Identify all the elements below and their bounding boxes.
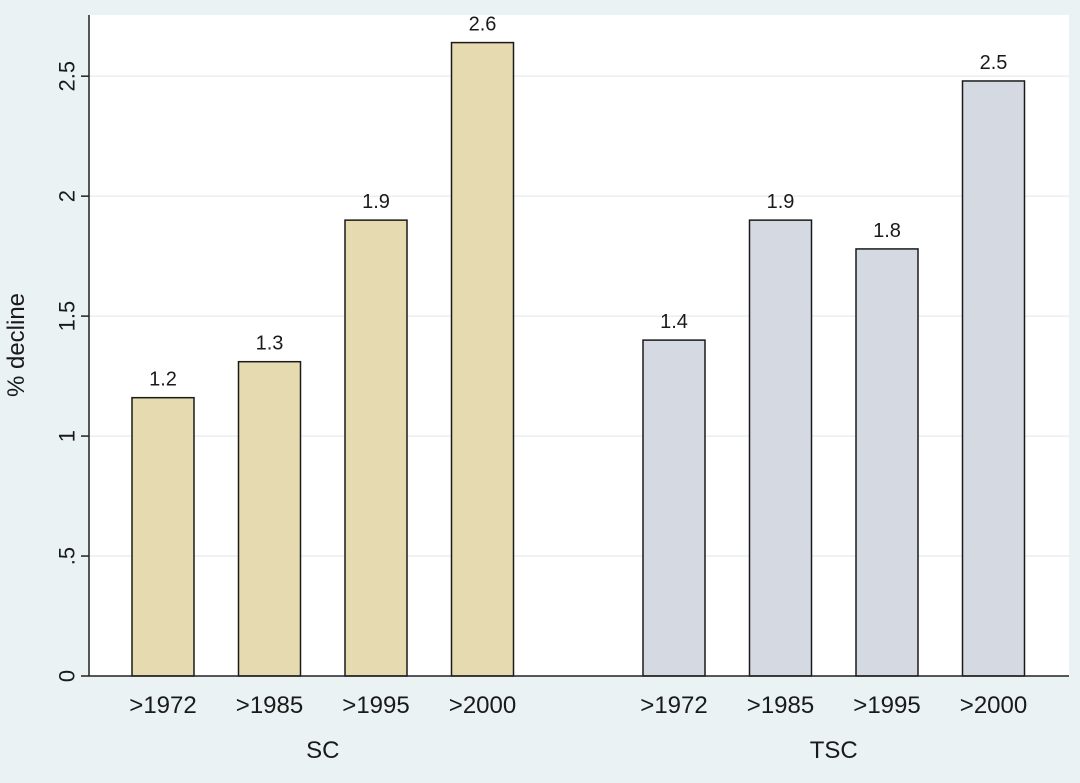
bar <box>961 80 1026 677</box>
data-label: 2.5 <box>980 52 1008 74</box>
category-label: >1972 <box>640 692 707 719</box>
y-tick-label: 1 <box>55 430 80 442</box>
y-tick-label: .5 <box>55 547 80 565</box>
y-tick-label: 0 <box>55 670 80 682</box>
category-label: >1985 <box>236 692 303 719</box>
bar <box>855 248 919 677</box>
bar <box>131 396 195 677</box>
data-label: 1.9 <box>362 191 390 213</box>
data-label: 1.3 <box>256 333 284 355</box>
y-tick-label: 2.5 <box>55 61 80 92</box>
data-label: 1.2 <box>149 369 177 391</box>
category-label: >2000 <box>449 692 516 719</box>
bar <box>748 219 813 677</box>
data-label: 1.4 <box>660 311 688 333</box>
plot-area <box>89 15 1069 676</box>
data-label: 1.9 <box>767 191 795 213</box>
bar <box>237 360 302 677</box>
category-label: >1995 <box>853 692 920 719</box>
data-label: 2.6 <box>469 14 497 36</box>
bar <box>450 41 515 677</box>
labels: 0 .5 1 1.5 2 2.5 1.2 >1972 1.3 >1985 1.9 >1995 2.6 >2… <box>55 14 1028 764</box>
category-label: >1972 <box>129 692 196 719</box>
category-label: >1985 <box>747 692 814 719</box>
y-tick-label: 1.5 <box>55 301 80 332</box>
bars <box>131 41 1026 677</box>
category-label: >1995 <box>342 692 409 719</box>
group-label: SC <box>306 737 339 764</box>
group-label: TSC <box>810 737 858 764</box>
axes <box>81 15 1069 677</box>
y-tick-label: 2 <box>55 190 80 202</box>
data-label: 1.8 <box>873 220 901 242</box>
category-label: >2000 <box>960 692 1027 719</box>
bar <box>344 219 408 677</box>
bar <box>642 339 706 677</box>
y-axis-title: % decline <box>3 293 30 397</box>
